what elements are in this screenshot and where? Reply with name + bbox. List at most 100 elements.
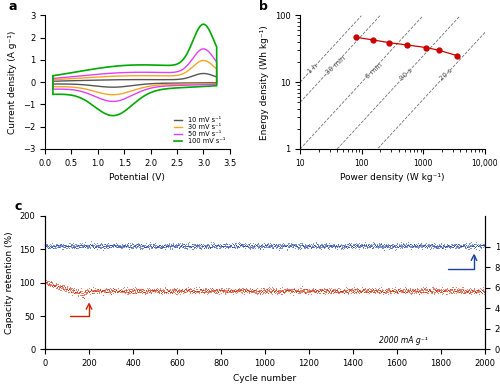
Point [296, 289, 304, 295]
Point [118, 288, 126, 295]
Point [476, 242, 484, 248]
Point [48, 283, 56, 290]
Point [216, 287, 224, 293]
Point [79, 243, 87, 249]
Point [313, 240, 321, 247]
Point [121, 242, 129, 248]
Point [428, 289, 436, 295]
Point [320, 286, 328, 292]
Point [470, 242, 478, 248]
Point [78, 292, 86, 298]
Point [335, 243, 343, 250]
Point [76, 242, 84, 248]
Point [206, 288, 214, 294]
Point [352, 242, 360, 248]
Point [257, 242, 265, 248]
Point [106, 288, 114, 294]
Point [46, 283, 54, 289]
Point [281, 243, 289, 249]
Point [390, 286, 398, 293]
Point [156, 286, 164, 292]
Point [396, 243, 404, 249]
Point [272, 243, 280, 250]
Point [63, 283, 71, 289]
Point [468, 288, 475, 294]
Point [294, 288, 302, 294]
Point [234, 243, 242, 249]
Point [95, 288, 103, 295]
Point [133, 286, 141, 293]
Point [407, 288, 415, 294]
Point [474, 287, 482, 293]
Point [425, 244, 433, 250]
Point [264, 243, 272, 249]
Point [369, 241, 377, 247]
10 mV s⁻¹ [70, 78, 76, 83]
Point [377, 240, 385, 247]
Point [472, 243, 480, 249]
Point [196, 244, 203, 250]
Point [450, 287, 458, 293]
Point [314, 243, 322, 250]
Point [246, 288, 254, 294]
Point [312, 288, 320, 295]
Point [263, 243, 271, 250]
Point [206, 244, 214, 250]
Point [286, 243, 294, 249]
Point [168, 242, 175, 248]
Point [194, 288, 202, 294]
Point [139, 242, 147, 248]
Point [224, 245, 232, 251]
50 mV s⁻¹ [87, 92, 93, 97]
Point [206, 288, 214, 294]
Point [474, 286, 482, 293]
Point [202, 288, 210, 295]
Point [412, 289, 420, 295]
Point [342, 244, 350, 250]
Point [438, 289, 446, 295]
Point [269, 287, 277, 293]
Point [250, 243, 258, 249]
Point [264, 290, 272, 296]
Point [225, 289, 233, 295]
Point [479, 286, 487, 292]
Point [185, 288, 193, 295]
Point [468, 243, 476, 250]
Point [70, 290, 78, 296]
Point [478, 242, 486, 248]
Point [205, 288, 213, 294]
Point [299, 242, 307, 248]
Point [87, 238, 95, 244]
Point [388, 287, 396, 293]
Point [162, 243, 170, 249]
Point [394, 289, 402, 295]
Point [223, 243, 231, 250]
Point [352, 289, 360, 295]
Point [136, 286, 144, 293]
Point [110, 288, 118, 294]
Point [107, 291, 115, 297]
Point [380, 291, 388, 297]
Point [196, 245, 204, 251]
Point [294, 286, 302, 292]
Point [302, 290, 310, 296]
Point [418, 242, 426, 248]
Point [345, 288, 353, 294]
Point [86, 288, 94, 294]
Point [48, 243, 56, 250]
Point [384, 286, 392, 293]
Point [320, 287, 328, 293]
Point [102, 286, 110, 293]
Point [292, 288, 300, 295]
Point [249, 240, 257, 247]
Point [258, 288, 266, 294]
Point [229, 241, 237, 247]
Point [361, 286, 369, 292]
Point [463, 243, 471, 249]
Point [364, 241, 372, 247]
Point [237, 289, 245, 295]
Point [369, 286, 377, 292]
Point [348, 243, 356, 249]
Point [74, 245, 82, 251]
Point [307, 288, 315, 294]
